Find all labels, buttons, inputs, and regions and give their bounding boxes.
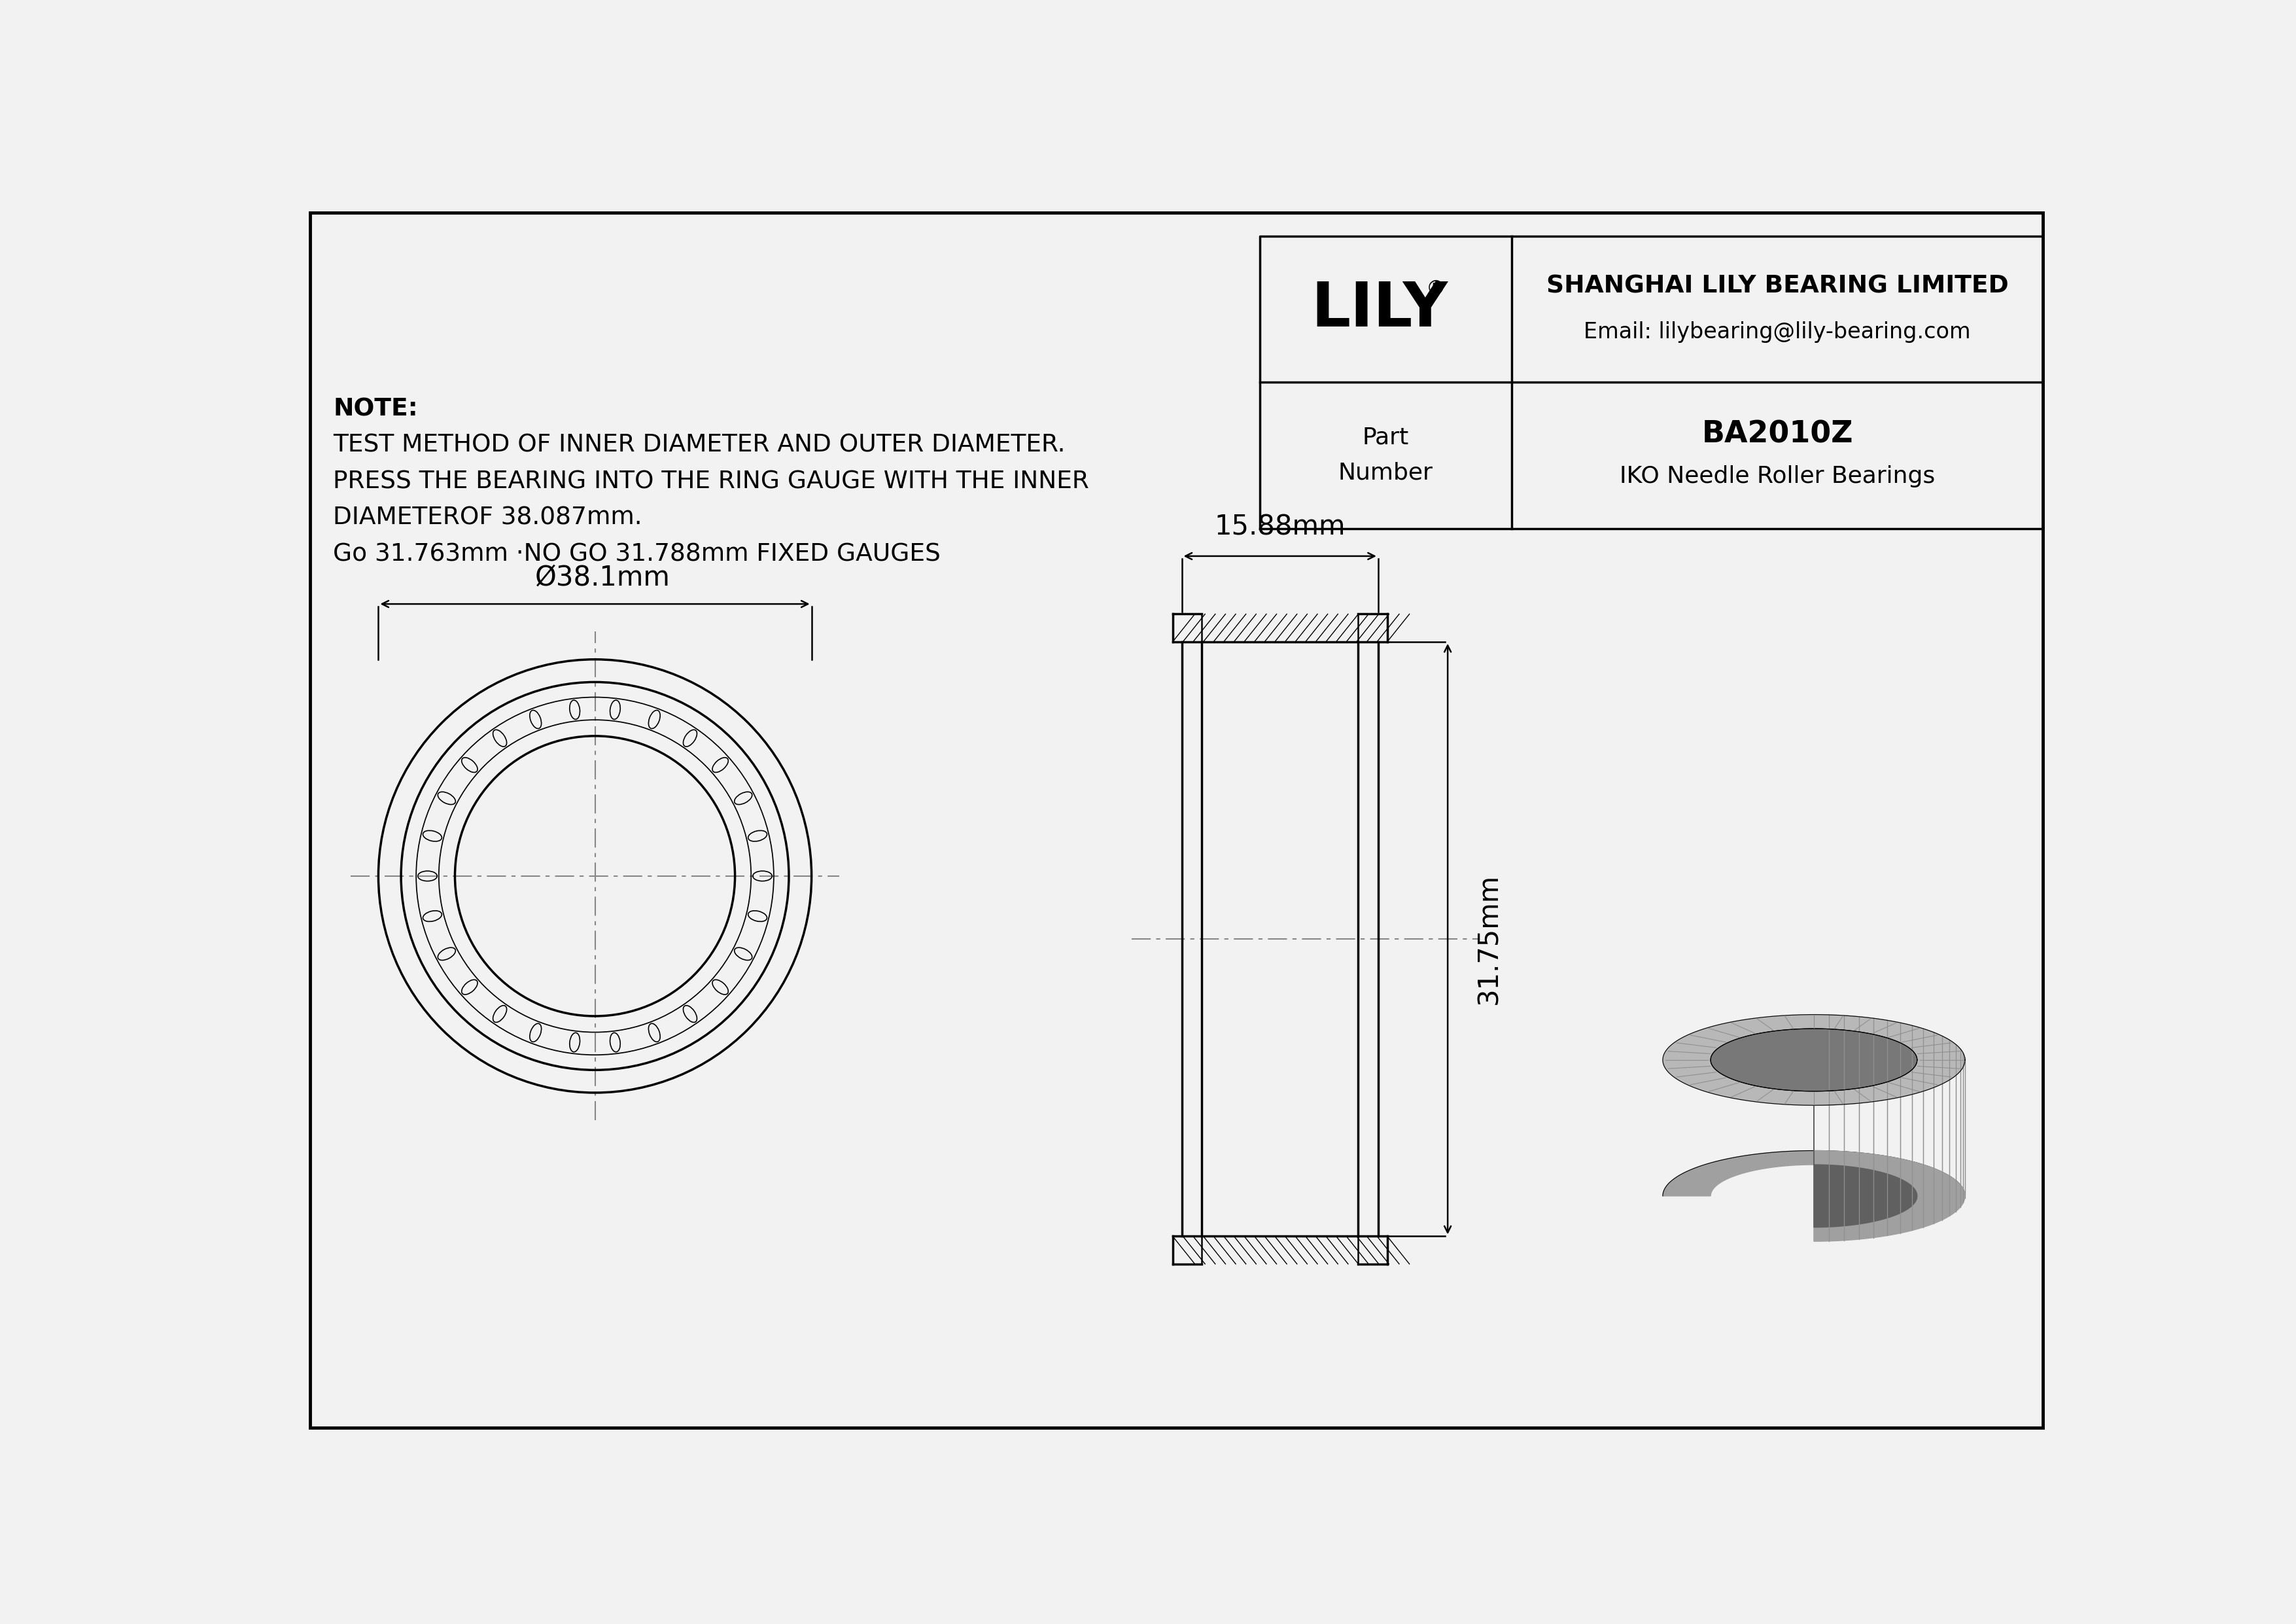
Text: Email: lilybearing@lily-bearing.com: Email: lilybearing@lily-bearing.com (1584, 322, 1970, 343)
Polygon shape (1662, 1015, 1965, 1106)
Text: Ø38.1mm: Ø38.1mm (535, 564, 670, 591)
Text: PRESS THE BEARING INTO THE RING GAUGE WITH THE INNER: PRESS THE BEARING INTO THE RING GAUGE WI… (333, 469, 1088, 494)
Polygon shape (1814, 1015, 1965, 1241)
Polygon shape (1711, 1028, 1917, 1091)
Text: ®: ® (1426, 279, 1446, 299)
Text: TEST METHOD OF INNER DIAMETER AND OUTER DIAMETER.: TEST METHOD OF INNER DIAMETER AND OUTER … (333, 434, 1065, 458)
Text: Go 31.763mm ·NO GO 31.788mm FIXED GAUGES: Go 31.763mm ·NO GO 31.788mm FIXED GAUGES (333, 542, 941, 567)
Text: Part: Part (1362, 427, 1410, 448)
Text: Number: Number (1339, 461, 1433, 484)
Text: BA2010Z: BA2010Z (1701, 419, 1853, 448)
Text: DIAMETEROF 38.087mm.: DIAMETEROF 38.087mm. (333, 507, 643, 529)
Text: LILY: LILY (1311, 279, 1449, 339)
Polygon shape (1662, 1151, 1965, 1195)
Text: 31.75mm: 31.75mm (1476, 874, 1504, 1005)
Text: SHANGHAI LILY BEARING LIMITED: SHANGHAI LILY BEARING LIMITED (1545, 274, 2009, 299)
Polygon shape (1814, 1028, 1917, 1228)
Text: NOTE:: NOTE: (333, 398, 418, 421)
Text: 15.88mm: 15.88mm (1215, 513, 1345, 541)
Text: IKO Needle Roller Bearings: IKO Needle Roller Bearings (1619, 466, 1936, 487)
